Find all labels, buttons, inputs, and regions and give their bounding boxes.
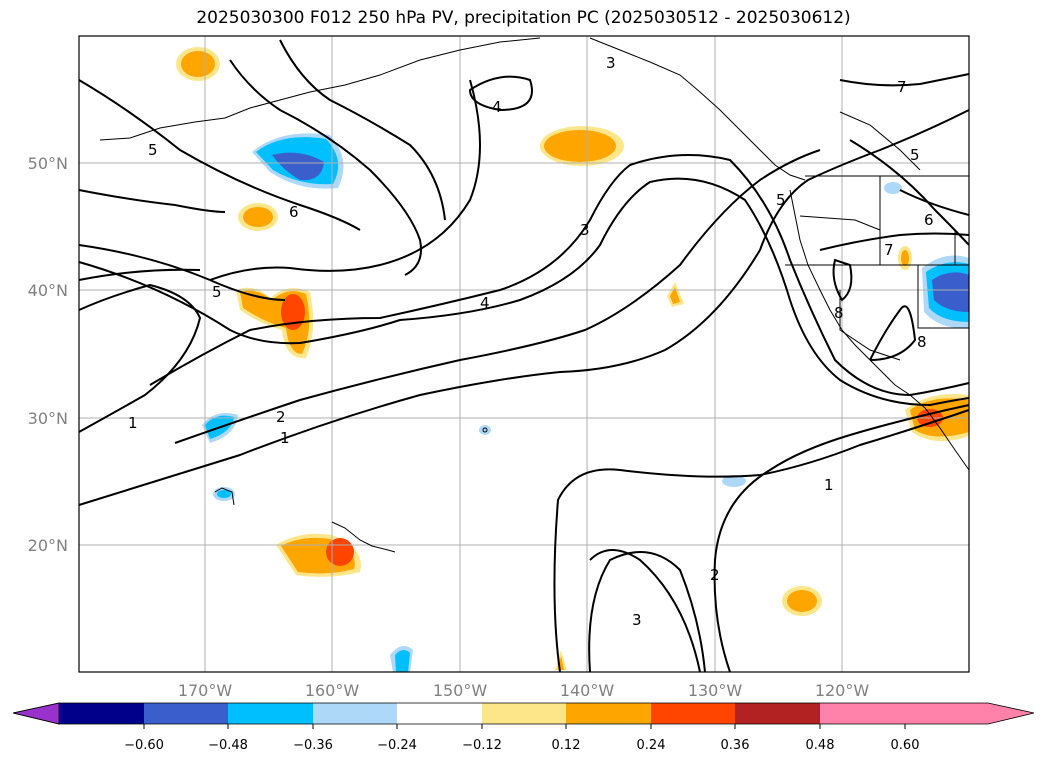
colorbar-tick-label: −0.36 (293, 738, 333, 753)
colorbar-tick-label: 0.60 (891, 738, 920, 753)
colorbar-segment (313, 703, 397, 724)
colorbar-segment (651, 703, 735, 724)
pv-contours (78, 39, 970, 673)
contour-label: 3 (606, 54, 616, 72)
contour-label: 3 (632, 611, 642, 629)
contour-label: 5 (212, 283, 222, 301)
contour-labels: 1 1 1 2 2 3 3 3 4 4 5 5 5 5 6 6 7 7 8 8 (128, 54, 934, 629)
lon-label: 160°W (305, 681, 360, 700)
colorbar-segment (482, 703, 566, 724)
lat-label: 40°N (28, 281, 68, 300)
colorbar-tick-label: 0.12 (552, 738, 581, 753)
contour-label: 6 (924, 211, 934, 229)
colorbar-segment (735, 703, 820, 724)
lon-label: 170°W (178, 681, 233, 700)
contour-label: 2 (710, 566, 720, 584)
lat-label: 20°N (28, 536, 68, 555)
colorbar-tick-label: −0.24 (377, 738, 417, 753)
lon-label: 120°W (815, 681, 870, 700)
contour-label: 7 (897, 78, 907, 96)
contour-label: 6 (289, 203, 299, 221)
precip-shading (176, 47, 969, 672)
map-frame (78, 35, 970, 673)
map-area (79, 36, 969, 672)
colorbar-segment (820, 703, 905, 724)
contour-label: 4 (492, 98, 502, 116)
contour-label: 5 (910, 146, 920, 164)
contour-label: 8 (834, 304, 844, 322)
colorbar-segment (144, 703, 228, 724)
colorbar-segment (228, 703, 313, 724)
colorbar-tick-label: −0.12 (462, 738, 502, 753)
colorbar-tick-label: 0.36 (721, 738, 750, 753)
map-title: 2025030300 F012 250 hPa PV, precipitatio… (196, 8, 851, 28)
colorbar-segment (566, 703, 651, 724)
lon-label: 140°W (560, 681, 615, 700)
longitude-labels: 170°W 160°W 150°W 140°W 130°W 120°W (178, 681, 870, 700)
contour-label: 4 (480, 294, 490, 312)
colorbar-right-arrow (905, 703, 1034, 724)
colorbar-tick-label: −0.48 (208, 738, 248, 753)
contour-label: 1 (280, 429, 290, 447)
contour-label: 5 (776, 191, 786, 209)
lon-label: 150°W (433, 681, 488, 700)
colorbar: −0.60 −0.48 −0.36 −0.24 −0.12 0.12 0.24 … (12, 702, 1035, 753)
contour-label: 7 (884, 241, 894, 259)
colorbar-tick-label: 0.48 (806, 738, 835, 753)
colorbar-left-arrow (12, 702, 60, 725)
lon-label: 130°W (688, 681, 743, 700)
latitude-labels: 50°N 40°N 30°N 20°N (28, 154, 68, 555)
colorbar-tick-label: −0.60 (124, 738, 164, 753)
lat-label: 50°N (28, 154, 68, 173)
colorbar-tick-label: 0.24 (637, 738, 666, 753)
contour-label: 8 (917, 333, 927, 351)
contour-label: 3 (580, 221, 590, 239)
colorbar-segment (59, 703, 144, 724)
contour-label: 2 (276, 408, 286, 426)
colorbar-segment (397, 703, 482, 724)
contour-label: 5 (148, 141, 158, 159)
contour-label: 1 (824, 476, 834, 494)
lat-label: 30°N (28, 409, 68, 428)
contour-label: 1 (128, 414, 138, 432)
